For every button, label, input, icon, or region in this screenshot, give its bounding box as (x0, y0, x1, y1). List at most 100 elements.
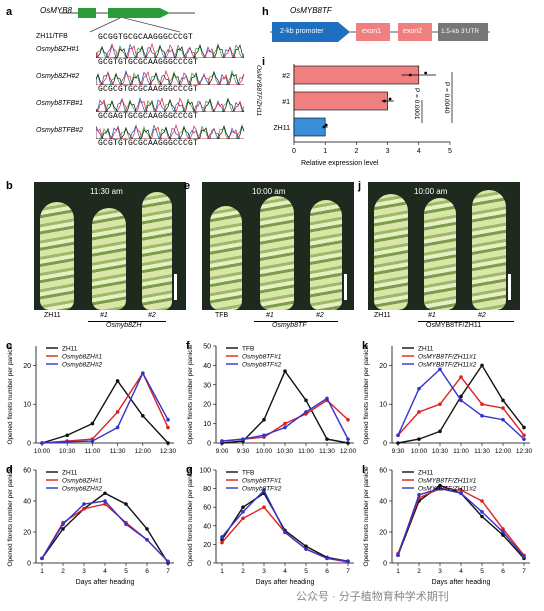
photo-e-label-1: TFB (215, 312, 229, 319)
series-point (304, 398, 308, 403)
series-point (241, 510, 245, 514)
x-tick-label: 5 (124, 568, 128, 575)
series-point (438, 367, 442, 372)
x-tick-label: 11:00 (453, 448, 469, 455)
y-tick-label: 0 (27, 441, 31, 448)
x-tick-label: 9:30 (392, 448, 405, 455)
series-point (241, 505, 245, 509)
series-point (325, 556, 329, 561)
series-point (522, 425, 526, 430)
series-point (145, 527, 149, 531)
chromatogram-trace (96, 96, 245, 112)
legend-label: Osmyb8TF#2 (242, 486, 282, 493)
series-point (346, 417, 350, 422)
sequence-row-label: Osmyb8TFB#2 (36, 127, 84, 134)
sequence-row-seq: GCGCGTGCGCAAGGGCCCGT (98, 85, 199, 94)
x-tick-label: 1 (220, 568, 224, 575)
data-point (322, 125, 326, 129)
sequence-row-seq: GCGAGTGCGCAAGGGCCCGT (98, 112, 199, 121)
x-tick-label: 7 (346, 568, 350, 575)
y-tick-label: 10 (379, 402, 387, 409)
photo-b-label-2: #1 (100, 312, 108, 319)
x-tick-label: 5 (448, 148, 452, 155)
series-line (397, 487, 525, 558)
photo-j-label-3: #2 (478, 312, 486, 319)
x-tick-label: 2 (61, 568, 65, 575)
x-tick-label: 4 (417, 148, 421, 155)
legend-label: OsMYB8TF/ZH11#2 (418, 486, 477, 493)
x-tick-label: 4 (459, 568, 463, 575)
photo-e-label-2: #1 (266, 312, 274, 319)
sequence-rows: Osmyb8ZH#1 GCGTGTGCGCAAGGGCCCGT Osmyb8ZH#2… (0, 42, 245, 182)
x-tick-label: 4 (103, 568, 107, 575)
series-line (221, 369, 349, 444)
promoter-label: 2-kb promoter (280, 28, 324, 35)
chromatogram-trace (96, 123, 245, 139)
y-tick-label: 20 (203, 402, 211, 409)
x-axis-label: Days after heading (256, 579, 315, 586)
legend-label: ZH11 (62, 346, 78, 353)
y-axis-label: Opened florets number per panicle (7, 344, 14, 444)
y-tick-label: 0 (383, 441, 387, 448)
y-tick-label: 20 (379, 363, 387, 370)
series-point (522, 555, 526, 559)
legend-label: TFB (242, 470, 254, 477)
series-point (283, 369, 287, 374)
series-point (61, 527, 65, 531)
series-point (90, 439, 95, 443)
legend-label: ZH11 (62, 470, 78, 477)
photo-j-group: OsMYB8TF/ZH11 (426, 322, 482, 329)
series-point (40, 441, 44, 445)
panel-letter: g (186, 464, 193, 476)
series-point (115, 379, 120, 383)
panel-letter: k (362, 340, 369, 352)
x-axis-label: Days after heading (432, 579, 491, 586)
x-tick-label: 1 (40, 568, 44, 575)
photo-j-label-1: ZH11 (374, 312, 391, 319)
photo-j-group-line (418, 321, 514, 322)
series-point (304, 544, 308, 549)
series-point (346, 559, 350, 563)
series-point (145, 537, 149, 542)
series-point (501, 406, 505, 410)
expression-bar (293, 65, 420, 85)
series-point (417, 410, 421, 414)
panel-letter: f (186, 340, 190, 352)
x-tick-label: 11:30 (319, 448, 335, 455)
y-tick-label: 40 (379, 499, 387, 506)
series-point (220, 540, 224, 545)
x-tick-label: 11:30 (474, 448, 490, 455)
category-label: #2 (282, 73, 290, 80)
series-point (166, 425, 170, 430)
construct-diagram (270, 22, 490, 42)
series-point (501, 530, 505, 534)
legend-label: Osmyb8ZH#2 (62, 362, 102, 369)
series-point (459, 491, 463, 496)
series-point (438, 483, 442, 488)
series-point (346, 437, 350, 441)
series-point (220, 535, 224, 539)
y-tick-label: 10 (203, 421, 211, 428)
photo-j: 10:00 am (368, 182, 520, 310)
series-point (115, 410, 120, 414)
series-point (396, 553, 400, 558)
gene-structure-diagram (60, 8, 195, 33)
x-tick-label: 11:00 (298, 448, 314, 455)
data-point (408, 73, 412, 77)
x-tick-label: 9:30 (237, 448, 250, 455)
series-point (346, 441, 350, 445)
series-point (438, 429, 442, 434)
legend-label: ZH11 (418, 346, 434, 353)
series-point (220, 439, 224, 443)
series-line (41, 379, 169, 444)
sequence-row-label: Osmyb8TFB#1 (36, 100, 84, 107)
utr-label: 1.5-kb 3'UTR (441, 28, 480, 35)
utr-block (438, 23, 488, 41)
exon2-label: exon2 (403, 28, 423, 35)
data-point (324, 123, 328, 127)
ref-sequence: GCGGTGCGCAAGGGCCCGT (98, 33, 194, 42)
photo-b-group: Osmyb8ZH (106, 322, 142, 329)
expression-bar (293, 117, 326, 137)
x-tick-label: 12:30 (516, 448, 533, 455)
x-tick-label: 12:00 (495, 448, 512, 455)
